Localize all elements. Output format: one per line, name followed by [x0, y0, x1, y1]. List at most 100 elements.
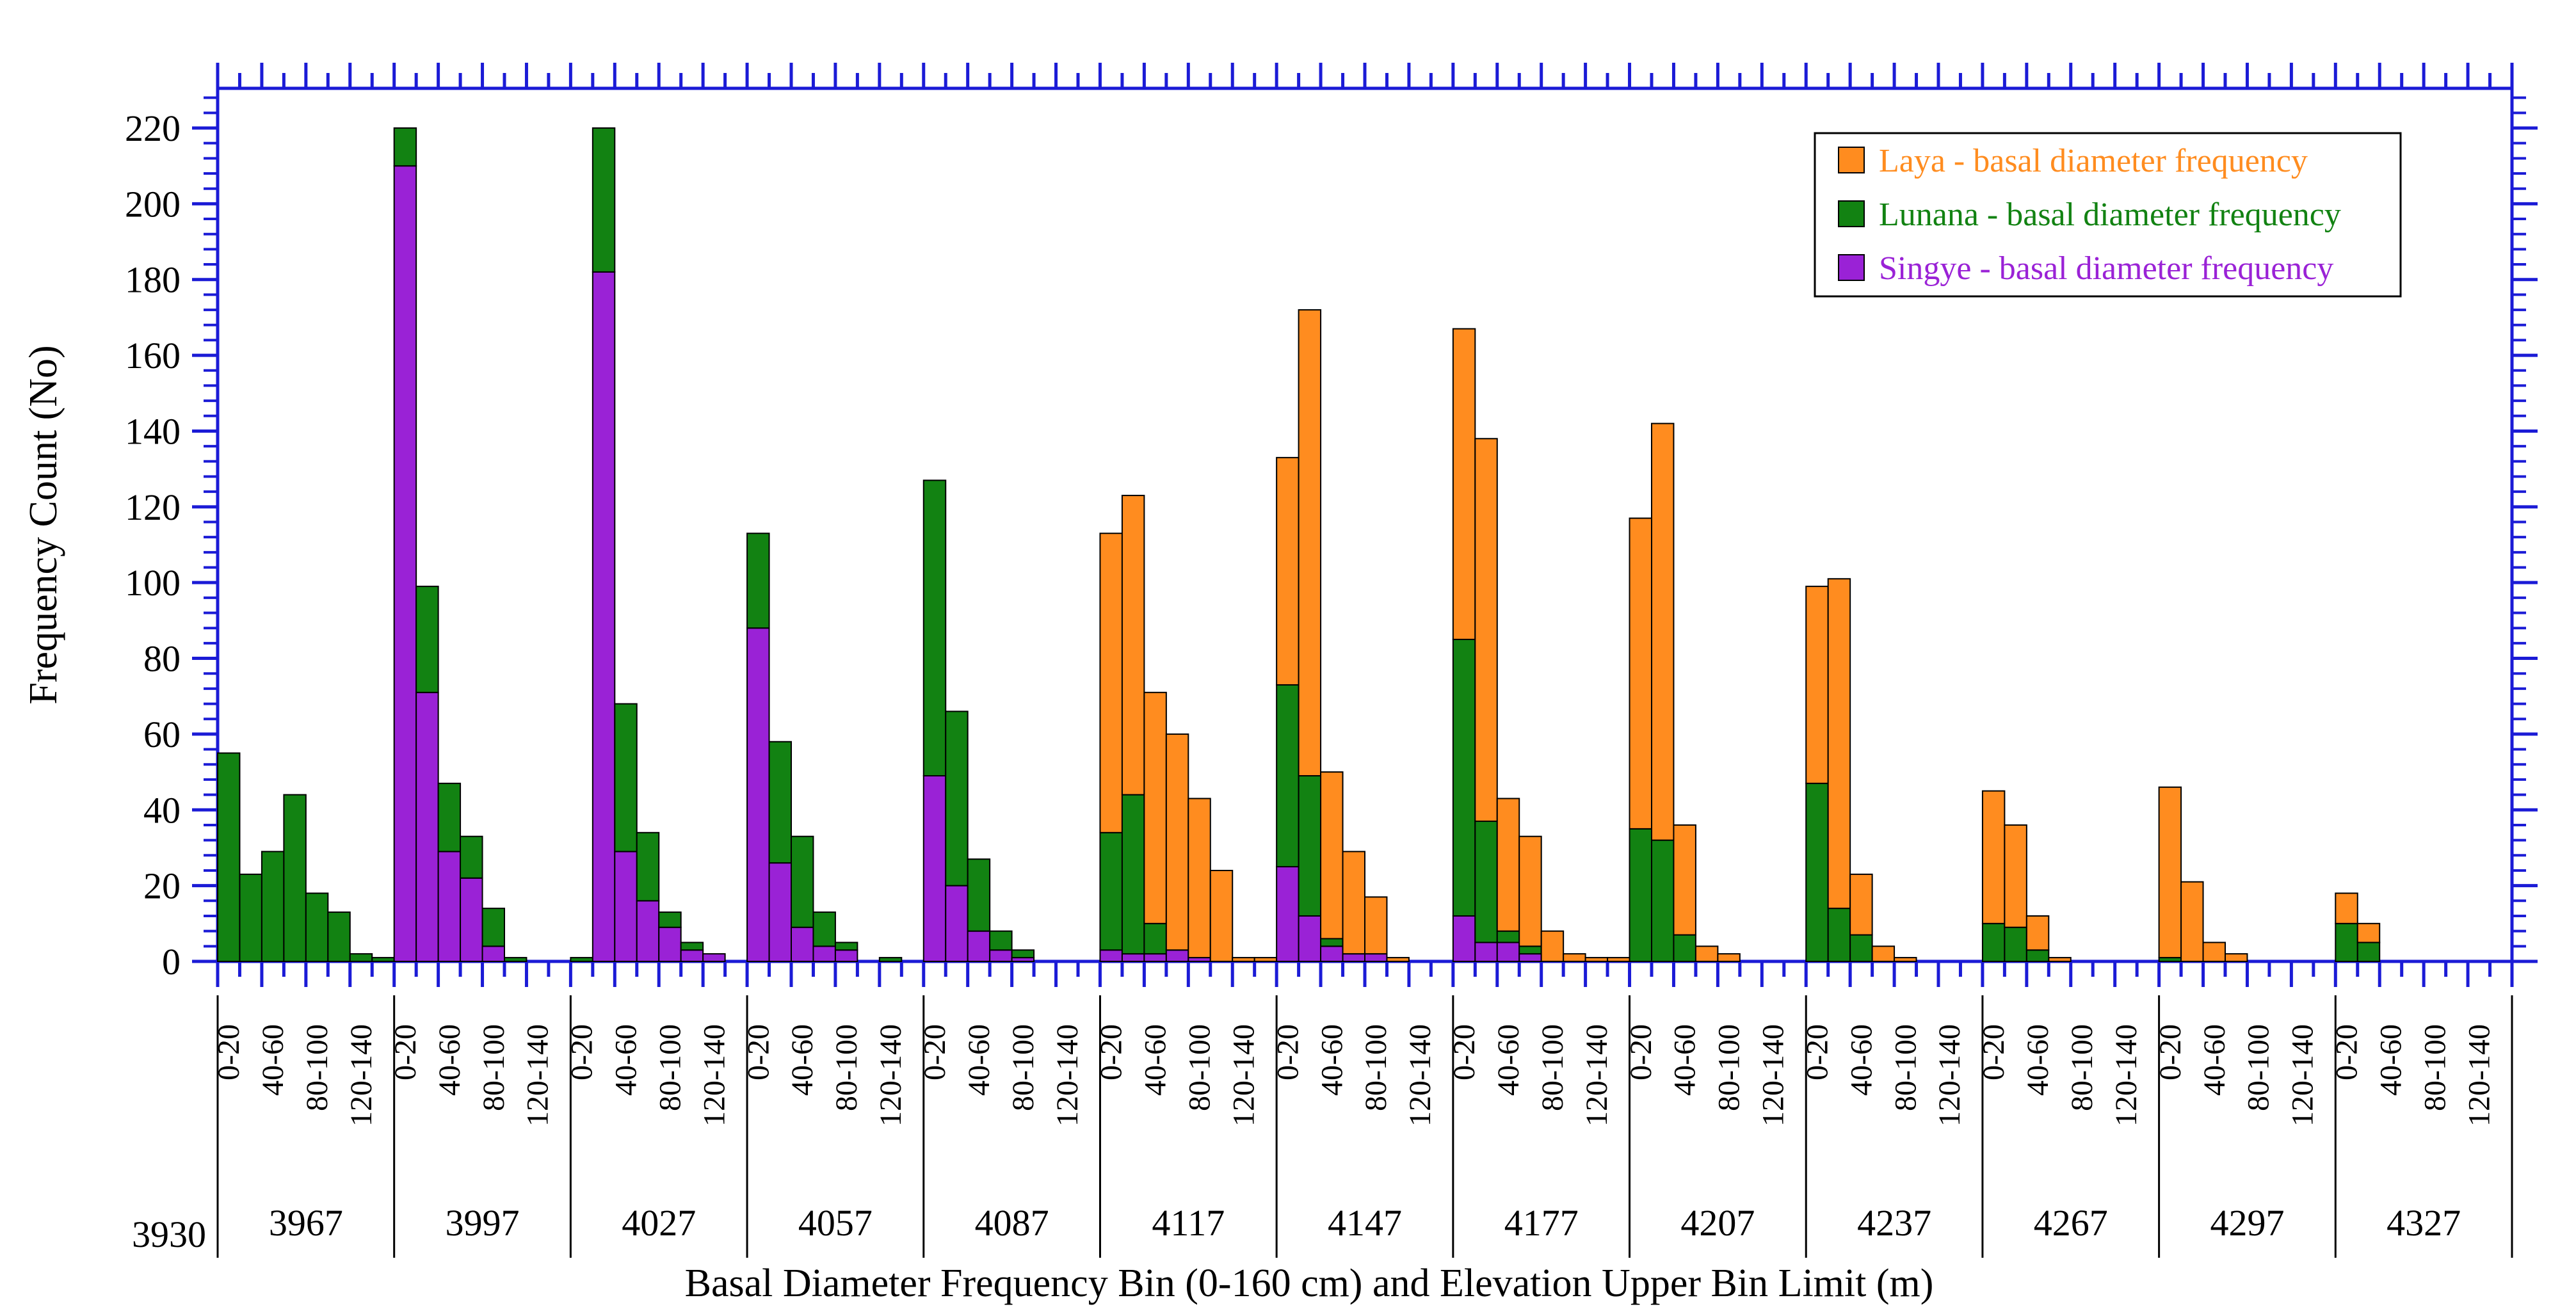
bar-singye-4117-1 [1121, 953, 1145, 963]
bar-singye-4147-4 [1364, 953, 1388, 963]
elevation-label: 3967 [269, 1202, 343, 1244]
legend-swatch-lunana [1838, 200, 1865, 227]
bar-lunana-4237-1 [1827, 908, 1851, 963]
bar-laya-4147-0 [1276, 456, 1300, 686]
bar-lunana-4267-2 [2025, 949, 2050, 963]
legend-label-laya: Laya - basal diameter frequency [1879, 143, 2308, 179]
elevation-label: 4237 [1857, 1202, 1931, 1244]
bar-lunana-4147-1 [1298, 775, 1322, 917]
bin-label: 40-60 [609, 1024, 643, 1096]
bar-singye-4057-4 [834, 949, 858, 963]
bar-laya-4117-3 [1165, 733, 1189, 951]
bar-singye-4147-3 [1342, 953, 1366, 963]
bin-label: 80-100 [477, 1024, 511, 1111]
bar-singye-4027-5 [680, 949, 704, 963]
bar-lunana-4057-0 [746, 533, 770, 629]
bar-singye-4147-0 [1276, 866, 1300, 962]
bin-label: 0-20 [212, 1024, 246, 1080]
bar-singye-4027-3 [636, 900, 660, 962]
bar-lunana-4027-3 [636, 831, 660, 902]
bar-singye-3997-3 [460, 877, 483, 963]
bar-laya-4177-2 [1496, 798, 1520, 932]
bar-laya-4117-2 [1143, 691, 1167, 924]
bar-singye-4117-0 [1099, 949, 1123, 963]
elevation-start-label: 3930 [132, 1214, 206, 1255]
bin-label: 40-60 [2021, 1024, 2055, 1096]
bin-label: 80-100 [2242, 1024, 2276, 1111]
bar-laya-4207-1 [1651, 422, 1675, 841]
bar-laya-4117-4 [1187, 798, 1211, 959]
bar-laya-4267-0 [1981, 790, 2006, 924]
bar-laya-4327-0 [2335, 892, 2358, 924]
x-axis-label: Basal Diameter Frequency Bin (0-160 cm) … [685, 1262, 1934, 1305]
bin-label: 40-60 [433, 1024, 467, 1096]
bar-laya-4117-6 [1232, 957, 1255, 962]
bar-lunana-4057-1 [768, 741, 792, 864]
bar-lunana-4207-1 [1651, 839, 1675, 962]
bar-lunana-3967-6 [349, 953, 373, 963]
bar-laya-4297-1 [2180, 881, 2204, 962]
y-tick-label: 0 [162, 941, 181, 983]
bar-lunana-3997-3 [460, 835, 483, 879]
bar-laya-4267-2 [2025, 915, 2050, 951]
bar-singye-4147-1 [1298, 915, 1322, 962]
bar-singye-4027-2 [614, 851, 638, 962]
bar-singye-4057-3 [812, 945, 836, 962]
bar-singye-4177-0 [1452, 915, 1476, 962]
bar-lunana-4087-0 [922, 479, 947, 777]
bar-laya-4177-3 [1518, 835, 1542, 947]
bin-label: 0-20 [389, 1024, 423, 1080]
bin-label: 80-100 [2065, 1024, 2099, 1111]
bin-label: 80-100 [1712, 1024, 1746, 1111]
bar-laya-4207-4 [1717, 953, 1741, 963]
bar-singye-3997-2 [437, 851, 462, 962]
bar-singye-4177-1 [1474, 942, 1498, 962]
bar-lunana-4177-2 [1496, 930, 1520, 943]
elevation-label: 3997 [446, 1202, 520, 1244]
bar-lunana-4027-0 [570, 957, 593, 962]
bar-lunana-4117-0 [1099, 831, 1123, 951]
bar-lunana-4267-0 [1981, 922, 2006, 963]
bar-laya-4177-6 [1584, 957, 1609, 962]
bar-lunana-4087-4 [1011, 949, 1035, 959]
bin-label: 0-20 [2153, 1024, 2187, 1080]
bin-label: 80-100 [653, 1024, 687, 1111]
elevation-label: 4267 [2034, 1202, 2108, 1244]
bar-lunana-4027-4 [658, 911, 682, 928]
bin-label: 120-140 [1757, 1024, 1791, 1127]
elevation-label: 4177 [1504, 1202, 1579, 1244]
bar-lunana-4087-3 [989, 930, 1013, 951]
bar-singye-3997-0 [393, 165, 417, 963]
bar-singye-4057-0 [746, 627, 770, 962]
elevation-label: 4057 [798, 1202, 873, 1244]
bar-laya-4147-5 [1386, 957, 1410, 962]
legend-label-lunana: Lunana - basal diameter frequency [1879, 197, 2341, 233]
bar-lunana-3997-0 [393, 127, 417, 167]
bin-label: 120-140 [2109, 1024, 2143, 1127]
bar-laya-4267-1 [2004, 824, 2027, 928]
bar-singye-4087-0 [922, 775, 947, 962]
bin-label: 40-60 [1315, 1024, 1349, 1096]
bar-singye-4117-3 [1165, 949, 1189, 963]
bin-label: 120-140 [2286, 1024, 2320, 1127]
bin-label: 120-140 [2462, 1024, 2496, 1127]
y-tick-label: 40 [143, 789, 181, 831]
legend-swatch-singye [1838, 254, 1865, 281]
bar-lunana-4027-2 [614, 703, 638, 853]
bar-laya-4147-2 [1320, 771, 1344, 940]
bin-label: 0-20 [918, 1024, 952, 1080]
bin-label: 40-60 [1139, 1024, 1173, 1096]
bar-laya-4117-0 [1099, 533, 1123, 833]
bar-laya-4207-2 [1673, 824, 1696, 936]
bin-label: 80-100 [1183, 1024, 1217, 1111]
legend-box [1814, 132, 2402, 298]
bar-lunana-4027-5 [680, 942, 704, 951]
bin-label: 40-60 [2374, 1024, 2408, 1096]
bar-laya-4177-1 [1474, 438, 1498, 822]
bar-lunana-3997-5 [504, 957, 527, 962]
bar-singye-4087-2 [967, 930, 991, 962]
bin-label: 80-100 [830, 1024, 864, 1111]
bar-laya-4147-1 [1298, 309, 1322, 777]
bar-lunana-4057-6 [878, 957, 903, 962]
bar-lunana-4057-4 [834, 942, 858, 951]
